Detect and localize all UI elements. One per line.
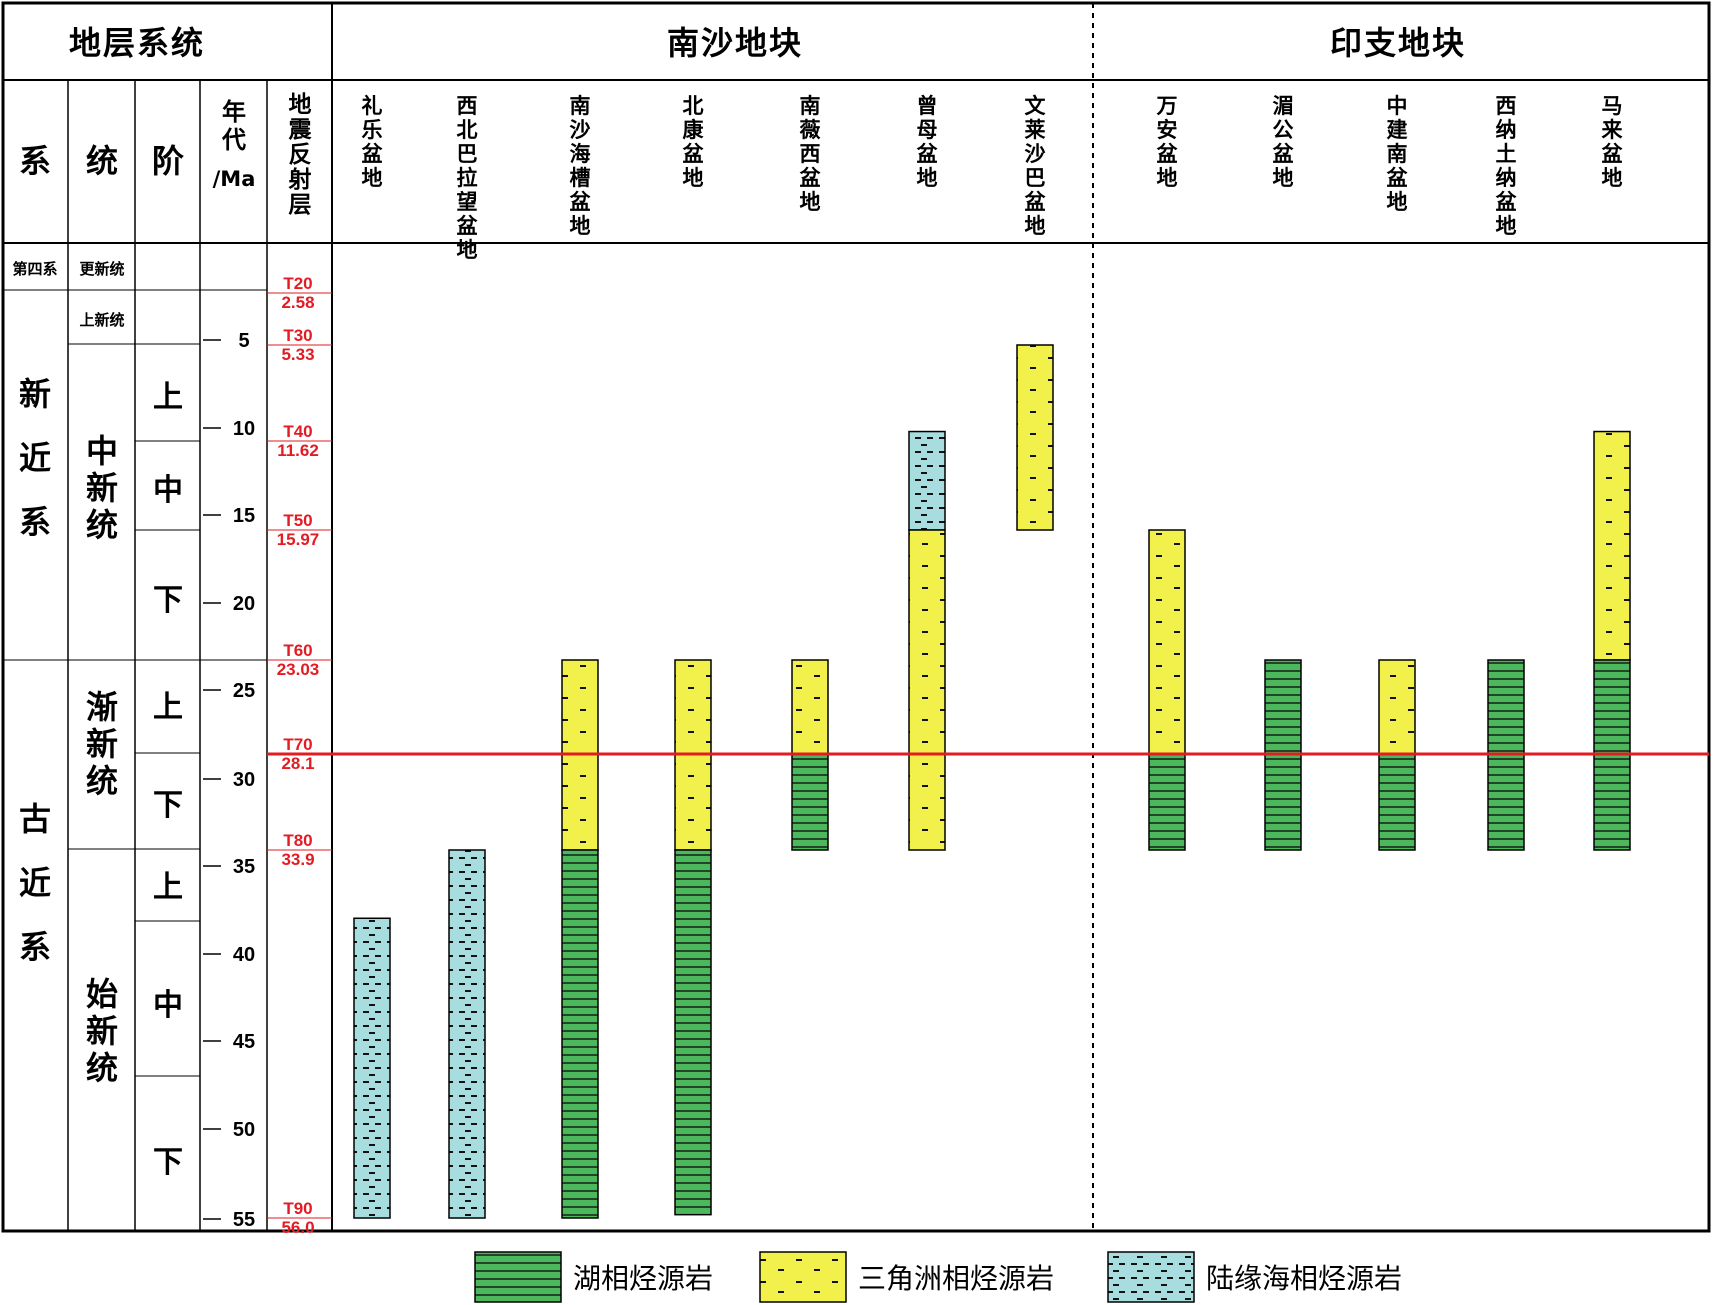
source-rock-bar-lacustrine xyxy=(561,849,599,1219)
column-headers: 系 统 阶 年代/Ma 地震反射层 xyxy=(19,92,313,218)
legend-swatch-marine xyxy=(1107,1251,1195,1303)
basin-name-label: 马来盆地 xyxy=(1602,94,1624,190)
age-tick-label: 40 xyxy=(233,944,255,966)
stage-label: 中 xyxy=(153,988,183,1023)
source-rock-bar-delta xyxy=(1148,529,1186,755)
source-rock-bar-lacustrine xyxy=(674,849,712,1216)
indochina-block-title: 印支地块 xyxy=(1330,24,1466,62)
stage-label: 下 xyxy=(153,583,183,618)
reflector-header-text: 地震反射层 xyxy=(288,92,313,218)
age-tick-label: 50 xyxy=(233,1119,255,1141)
age-axis: 5 10 15 20 25 30 35 40 45 50 55 xyxy=(203,330,255,1231)
stage-label: 下 xyxy=(153,1145,183,1180)
source-rock-bar-delta xyxy=(1593,430,1631,661)
reflector-age: 5.33 xyxy=(281,345,314,364)
age-tick-label: 15 xyxy=(233,505,255,527)
basin-name-label: 万安盆地 xyxy=(1156,94,1179,190)
age-tick-label: 30 xyxy=(233,769,255,791)
reflector-name: T20 xyxy=(283,274,312,293)
source-rock-bar-delta xyxy=(791,659,829,755)
basin-name-label: 曾母盆地 xyxy=(917,94,939,190)
age-header-text: 年代 xyxy=(221,98,246,154)
reflector-age: 23.03 xyxy=(277,660,320,679)
age-tick-label: 45 xyxy=(233,1031,255,1053)
system-label: 新近系 xyxy=(19,375,51,541)
stage-label: 上 xyxy=(153,380,183,415)
age-tick-label: 35 xyxy=(233,856,255,878)
legend-label: 三角洲相烃源岩 xyxy=(858,1262,1054,1295)
series-label: 渐新统 xyxy=(86,688,118,800)
age-tick-label: 25 xyxy=(233,680,255,702)
basin-headers: 礼乐盆地 西北巴拉望盆地 南沙海槽盆地 北康盆地 南薇西盆地 曾母盆地 文莱沙巴盆地 万安盆地… xyxy=(362,94,1624,262)
reflector-name: T30 xyxy=(283,326,312,345)
reflector-column-header: 地震反射层 xyxy=(288,92,313,218)
stage-label: 中 xyxy=(153,473,183,508)
system-column-header: 系 xyxy=(19,142,51,180)
reflector-name: T40 xyxy=(283,422,312,441)
basin-name-label: 礼乐盆地 xyxy=(362,94,384,190)
basin-name-label: 南沙海槽盆地 xyxy=(570,94,592,238)
reflector-age: 28.1 xyxy=(281,754,314,773)
age-tick-label: 10 xyxy=(233,418,255,440)
age-tick-label: 20 xyxy=(233,593,255,615)
reflector-name: T80 xyxy=(283,831,312,850)
stage-column-header: 阶 xyxy=(152,142,184,180)
source-rock-bar-lacustrine xyxy=(1148,753,1186,851)
legend-label: 湖相烃源岩 xyxy=(573,1262,713,1295)
legend-swatch-delta xyxy=(759,1251,847,1303)
basin-name-label: 中建南盆地 xyxy=(1387,94,1409,214)
reflector-age: 15.97 xyxy=(277,530,320,549)
series-label: 中新统 xyxy=(86,432,118,544)
age-tick-label: 55 xyxy=(233,1209,255,1231)
basin-name-label: 西纳土纳盆地 xyxy=(1496,94,1518,238)
source-rock-bar-marine xyxy=(353,917,391,1219)
nansha-block-title: 南沙地块 xyxy=(667,24,803,62)
source-rock-bar-delta xyxy=(1016,344,1054,531)
source-rock-bars xyxy=(353,344,1631,1219)
top-header: 地层系统 南沙地块 印支地块 xyxy=(69,24,1466,62)
series-label: 更新统 xyxy=(79,260,124,278)
stage-label: 上 xyxy=(153,690,183,725)
stratigraphy-title: 地层系统 xyxy=(69,24,205,62)
basin-name-label: 西北巴拉望盆地 xyxy=(457,94,479,262)
basin-name-label: 北康盆地 xyxy=(683,94,705,190)
age-unit-text: /Ma xyxy=(213,167,256,191)
source-rock-bar-delta xyxy=(1378,659,1416,755)
series-label: 始新统 xyxy=(86,975,118,1087)
basin-name-label: 南薇西盆地 xyxy=(800,94,822,214)
table-frame xyxy=(1,1,1711,1233)
legend-swatch-lacustrine xyxy=(474,1251,562,1303)
source-rock-bar-lacustrine xyxy=(1378,753,1416,851)
reflector-name: T70 xyxy=(283,735,312,754)
source-rock-bar-marine xyxy=(448,849,486,1219)
age-tick-label: 5 xyxy=(238,330,249,352)
basin-name-label: 湄公盆地 xyxy=(1273,94,1295,190)
legend-label: 陆缘海相烃源岩 xyxy=(1206,1262,1402,1295)
reflector-age: 33.9 xyxy=(281,850,314,869)
series-label: 上新统 xyxy=(79,311,124,329)
system-label: 古近系 xyxy=(19,800,51,966)
source-rock-bar-delta xyxy=(908,529,946,851)
series-column-header: 统 xyxy=(86,142,118,180)
reflector-age: 11.62 xyxy=(277,441,319,460)
reflector-age: 56.0 xyxy=(281,1218,314,1237)
system-label: 第四系 xyxy=(12,260,57,278)
stage-label: 下 xyxy=(153,788,183,823)
reflector-name: T60 xyxy=(283,641,312,660)
age-column-header: 年代/Ma xyxy=(213,98,256,191)
basin-name-label: 文莱沙巴盆地 xyxy=(1025,94,1047,238)
reflector-age: 2.58 xyxy=(281,293,314,312)
source-rock-bar-lacustrine xyxy=(791,753,829,851)
source-rock-bar-marine xyxy=(908,430,946,531)
reflector-name: T90 xyxy=(283,1199,312,1218)
legend: 湖相烃源岩 三角洲相烃源岩 陆缘海相烃源岩 xyxy=(474,1251,1402,1303)
reflector-name: T50 xyxy=(283,511,312,530)
stage-label: 上 xyxy=(153,870,183,905)
